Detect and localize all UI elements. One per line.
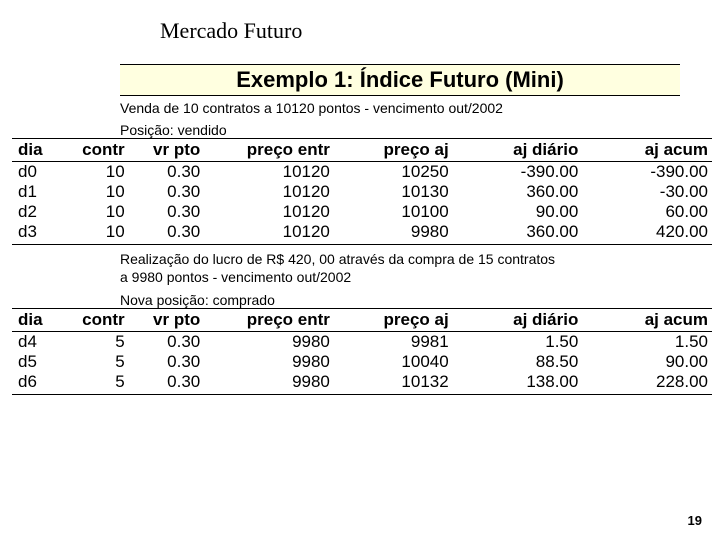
cell: 10120 [204,222,334,245]
cell: 90.00 [453,202,583,222]
cell: 9980 [204,332,334,353]
cell: -390.00 [453,162,583,183]
cell: d1 [12,182,62,202]
note-line: a 9980 pontos - vencimento out/2002 [120,269,690,287]
table-2: dia contr vr pto preço entr preço aj aj … [12,308,712,395]
example-title: Exemplo 1: Índice Futuro (Mini) [120,67,680,93]
cell: 10 [62,222,129,245]
cell: -390.00 [582,162,712,183]
table-row: d1 10 0.30 10120 10130 360.00 -30.00 [12,182,712,202]
col-header: contr [62,139,129,162]
cell: 10 [62,182,129,202]
cell: 10100 [334,202,453,222]
cell: 0.30 [129,352,205,372]
table-1: dia contr vr pto preço entr preço aj aj … [12,138,712,245]
cell: 90.00 [582,352,712,372]
cell: 9981 [334,332,453,353]
cell: 360.00 [453,182,583,202]
cell: 10 [62,202,129,222]
cell: 9980 [204,352,334,372]
page-title: Mercado Futuro [160,18,710,44]
cell: -30.00 [582,182,712,202]
cell: 0.30 [129,332,205,353]
cell: 10040 [334,352,453,372]
table-header-row: dia contr vr pto preço entr preço aj aj … [12,139,712,162]
col-header: preço aj [334,309,453,332]
note-line: Realização do lucro de R$ 420, 00 atravé… [120,251,690,269]
cell: 420.00 [582,222,712,245]
cell: 10132 [334,372,453,395]
table-row: d2 10 0.30 10120 10100 90.00 60.00 [12,202,712,222]
cell: 5 [62,332,129,353]
col-header: vr pto [129,309,205,332]
cell: 10120 [204,202,334,222]
cell: d5 [12,352,62,372]
table-row: d5 5 0.30 9980 10040 88.50 90.00 [12,352,712,372]
note-block: Realização do lucro de R$ 420, 00 atravé… [120,251,690,286]
cell: 88.50 [453,352,583,372]
table-row: d0 10 0.30 10120 10250 -390.00 -390.00 [12,162,712,183]
example-title-bar: Exemplo 1: Índice Futuro (Mini) [120,64,680,96]
cell: 5 [62,372,129,395]
cell: 0.30 [129,202,205,222]
cell: 0.30 [129,162,205,183]
cell: d2 [12,202,62,222]
col-header: preço entr [204,139,334,162]
cell: 10130 [334,182,453,202]
position-1: Posição: vendido [120,122,710,138]
cell: d6 [12,372,62,395]
table-row: d6 5 0.30 9980 10132 138.00 228.00 [12,372,712,395]
cell: 0.30 [129,182,205,202]
table-row: d3 10 0.30 10120 9980 360.00 420.00 [12,222,712,245]
table-row: d4 5 0.30 9980 9981 1.50 1.50 [12,332,712,353]
cell: 228.00 [582,372,712,395]
col-header: aj acum [582,139,712,162]
cell: 9980 [334,222,453,245]
cell: 138.00 [453,372,583,395]
cell: d4 [12,332,62,353]
cell: d3 [12,222,62,245]
col-header: dia [12,139,62,162]
table-header-row: dia contr vr pto preço entr preço aj aj … [12,309,712,332]
cell: 0.30 [129,222,205,245]
cell: 1.50 [453,332,583,353]
position-2: Nova posição: comprado [120,292,710,308]
cell: 360.00 [453,222,583,245]
cell: 10250 [334,162,453,183]
col-header: aj diário [453,139,583,162]
col-header: aj diário [453,309,583,332]
cell: 5 [62,352,129,372]
page-number: 19 [688,513,702,528]
description-1: Venda de 10 contratos a 10120 pontos - v… [120,100,680,116]
cell: 10 [62,162,129,183]
col-header: contr [62,309,129,332]
col-header: aj acum [582,309,712,332]
col-header: preço aj [334,139,453,162]
cell: 60.00 [582,202,712,222]
cell: d0 [12,162,62,183]
col-header: dia [12,309,62,332]
cell: 9980 [204,372,334,395]
col-header: vr pto [129,139,205,162]
col-header: preço entr [204,309,334,332]
cell: 0.30 [129,372,205,395]
cell: 10120 [204,162,334,183]
cell: 10120 [204,182,334,202]
cell: 1.50 [582,332,712,353]
